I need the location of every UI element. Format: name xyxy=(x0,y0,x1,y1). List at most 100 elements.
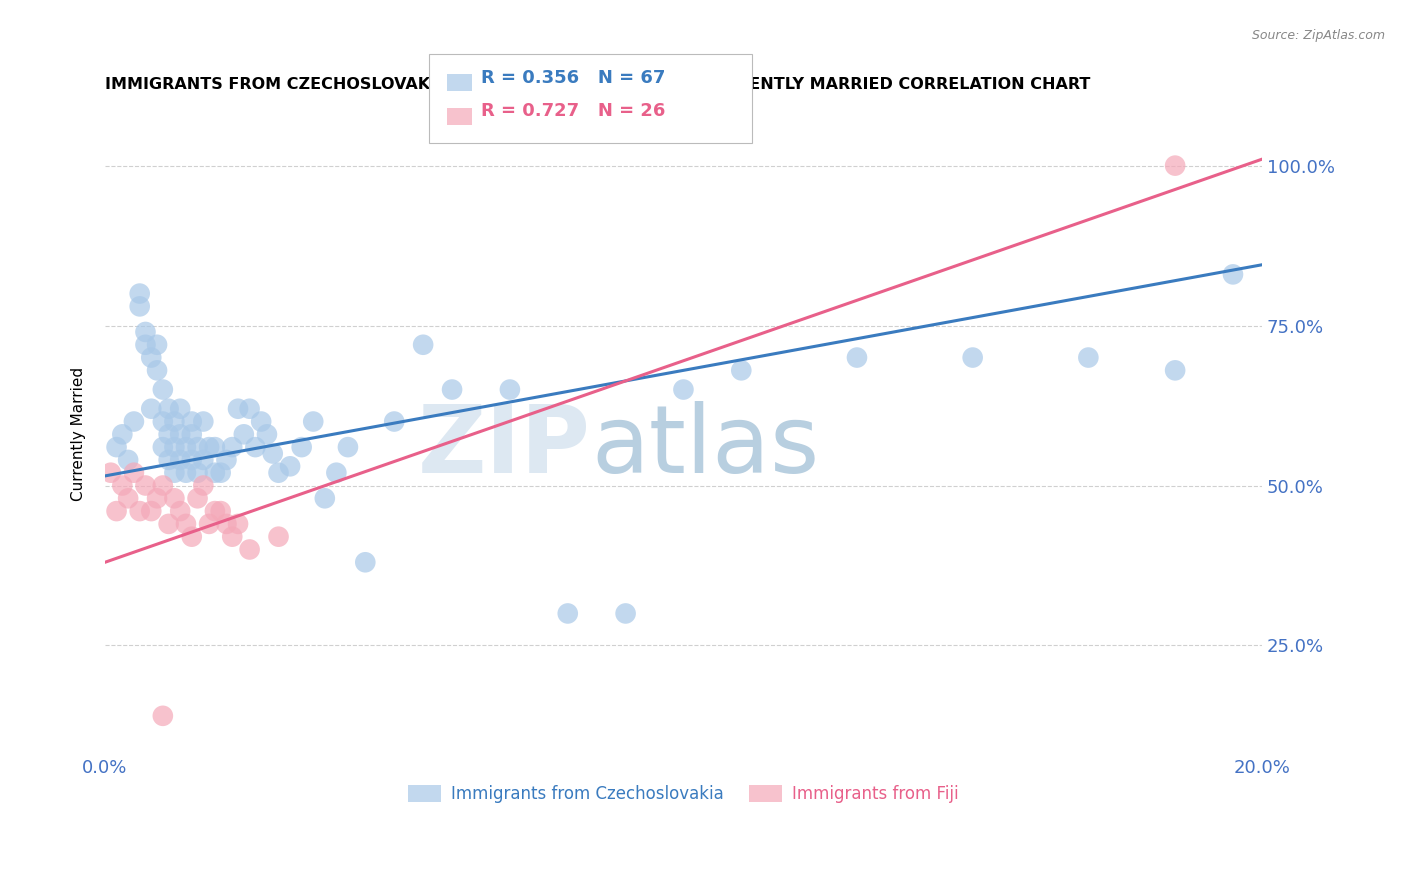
Text: Source: ZipAtlas.com: Source: ZipAtlas.com xyxy=(1251,29,1385,43)
Point xyxy=(152,708,174,723)
Point xyxy=(163,466,186,480)
Point xyxy=(128,299,150,313)
Point xyxy=(198,440,221,454)
Point xyxy=(215,516,238,531)
Point xyxy=(157,516,180,531)
Point xyxy=(262,446,284,460)
Point xyxy=(157,401,180,416)
Text: R = 0.727   N = 26: R = 0.727 N = 26 xyxy=(481,103,665,120)
Point xyxy=(169,427,191,442)
Text: atlas: atlas xyxy=(591,401,820,493)
Point xyxy=(152,383,174,397)
Point xyxy=(412,337,434,351)
Point xyxy=(128,504,150,518)
Point xyxy=(157,453,180,467)
Point xyxy=(221,530,243,544)
Point xyxy=(117,491,139,506)
Point xyxy=(169,401,191,416)
Text: R = 0.356   N = 67: R = 0.356 N = 67 xyxy=(481,69,665,87)
Point xyxy=(441,383,464,397)
Point xyxy=(193,453,215,467)
Point xyxy=(186,440,208,454)
Point xyxy=(267,466,290,480)
Point xyxy=(354,555,377,569)
Point xyxy=(557,607,579,621)
Point xyxy=(204,504,226,518)
Point xyxy=(105,440,128,454)
Point xyxy=(499,383,522,397)
Point xyxy=(193,415,215,429)
Text: IMMIGRANTS FROM CZECHOSLOVAKIA VS IMMIGRANTS FROM FIJI CURRENTLY MARRIED CORRELA: IMMIGRANTS FROM CZECHOSLOVAKIA VS IMMIGR… xyxy=(105,78,1091,93)
Point xyxy=(232,427,254,442)
Point xyxy=(256,427,278,442)
Point xyxy=(209,504,232,518)
Point xyxy=(278,459,301,474)
Point xyxy=(336,440,359,454)
Point xyxy=(122,466,145,480)
Point xyxy=(100,466,122,480)
Text: ZIP: ZIP xyxy=(418,401,591,493)
Point xyxy=(267,530,290,544)
Point xyxy=(141,401,163,416)
Point xyxy=(239,542,262,557)
Point xyxy=(122,415,145,429)
Point xyxy=(111,427,134,442)
Point xyxy=(169,453,191,467)
Point xyxy=(221,440,243,454)
Point xyxy=(302,415,325,429)
Legend: Immigrants from Czechoslovakia, Immigrants from Fiji: Immigrants from Czechoslovakia, Immigran… xyxy=(401,779,966,810)
Point xyxy=(226,401,249,416)
Point xyxy=(226,516,249,531)
Point xyxy=(180,530,202,544)
Point xyxy=(141,351,163,365)
Point xyxy=(846,351,869,365)
Point xyxy=(180,453,202,467)
Point xyxy=(163,415,186,429)
Y-axis label: Currently Married: Currently Married xyxy=(72,368,86,501)
Point xyxy=(141,504,163,518)
Point xyxy=(614,607,637,621)
Point xyxy=(1164,363,1187,377)
Point xyxy=(157,427,180,442)
Point xyxy=(672,383,695,397)
Point xyxy=(169,504,191,518)
Point xyxy=(174,440,197,454)
Point xyxy=(152,440,174,454)
Point xyxy=(245,440,267,454)
Point xyxy=(1164,159,1187,173)
Point xyxy=(1222,268,1244,282)
Point xyxy=(111,478,134,492)
Point xyxy=(134,478,156,492)
Point xyxy=(204,440,226,454)
Point xyxy=(193,478,215,492)
Point xyxy=(730,363,752,377)
Point xyxy=(105,504,128,518)
Point xyxy=(134,325,156,339)
Point xyxy=(180,415,202,429)
Point xyxy=(962,351,984,365)
Point xyxy=(163,440,186,454)
Point xyxy=(198,516,221,531)
Point xyxy=(204,466,226,480)
Point xyxy=(1077,351,1099,365)
Point xyxy=(128,286,150,301)
Point xyxy=(250,415,273,429)
Point xyxy=(291,440,314,454)
Point xyxy=(325,466,347,480)
Point xyxy=(152,415,174,429)
Point xyxy=(117,453,139,467)
Point xyxy=(163,491,186,506)
Point xyxy=(180,427,202,442)
Point xyxy=(174,516,197,531)
Point xyxy=(215,453,238,467)
Point xyxy=(146,491,169,506)
Point xyxy=(186,491,208,506)
Point xyxy=(152,478,174,492)
Point xyxy=(146,363,169,377)
Point xyxy=(174,466,197,480)
Point xyxy=(382,415,405,429)
Point xyxy=(134,337,156,351)
Point xyxy=(209,466,232,480)
Point xyxy=(146,337,169,351)
Point xyxy=(314,491,336,506)
